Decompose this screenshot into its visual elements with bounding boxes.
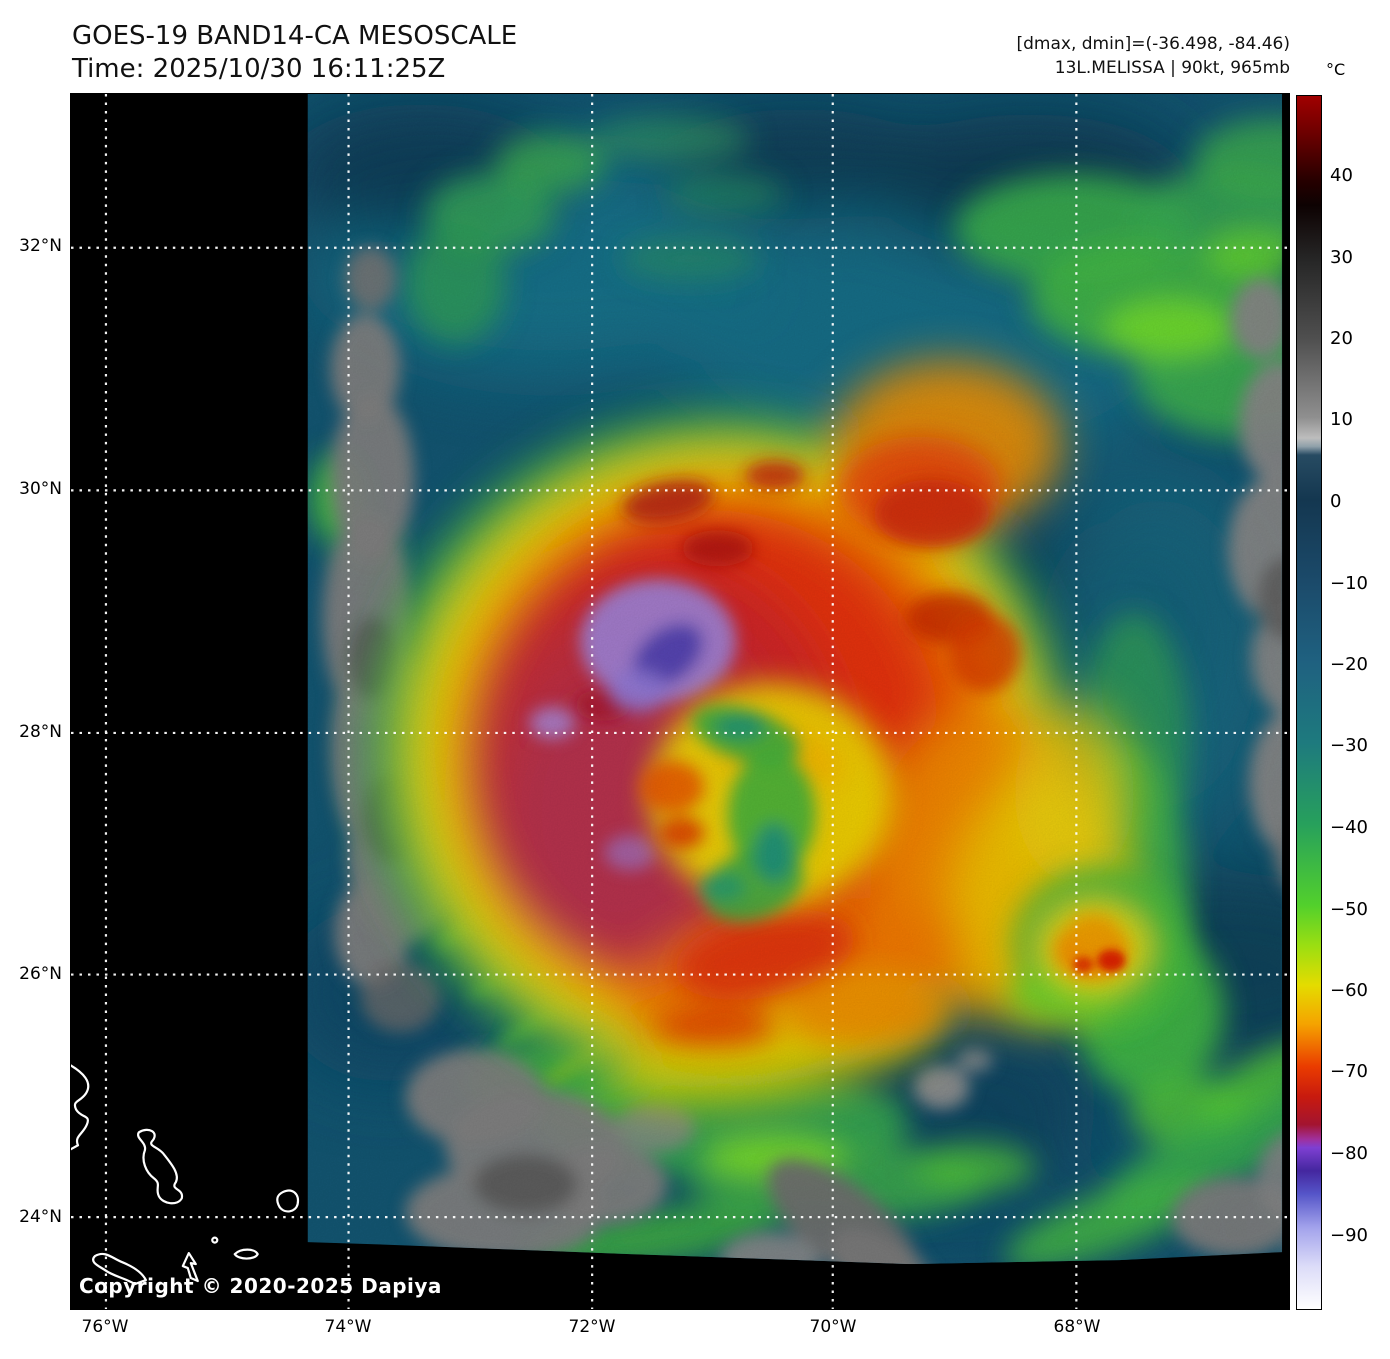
colorbar-tick: −80 [1330,1143,1368,1164]
lat-label-32n: 32°N [19,236,62,256]
colorbar-tick: 10 [1330,409,1353,430]
colorbar-tick: 20 [1330,328,1353,349]
satellite-map: Copyright © 2020-2025 Dapiya [70,93,1290,1310]
range-readout: [dmax, dmin]=(-36.498, -84.46) [1016,34,1291,54]
lat-label-30n: 30°N [19,479,62,499]
colorbar-gradient [1296,95,1322,1310]
lat-label-26n: 26°N [19,964,62,984]
lon-label-76w: 76°W [81,1317,129,1337]
colorbar-tick: 0 [1330,491,1342,512]
time-label: Time: 2025/10/30 16:11:25Z [72,54,446,84]
lon-label-70w: 70°W [809,1317,857,1337]
colorbar-tick: −40 [1330,817,1368,838]
colorbar-unit-label: °C [1326,60,1346,79]
copyright-notice: Copyright © 2020-2025 Dapiya [79,1274,442,1298]
colorbar-tick: 30 [1330,247,1353,268]
lon-label-72w: 72°W [568,1317,616,1337]
colorbar-tick: −20 [1330,654,1368,675]
colorbar-tick: −30 [1330,735,1368,756]
data-swath [307,94,1283,1265]
colorbar-tick: −10 [1330,573,1368,594]
colorbar-tick: −70 [1330,1061,1368,1082]
lat-label-28n: 28°N [19,722,62,742]
colorbar-tick: −60 [1330,980,1368,1001]
page-title: GOES-19 BAND14-CA MESOSCALE [72,21,518,51]
lon-label-74w: 74°W [324,1317,372,1337]
colorbar-tick: −90 [1330,1225,1368,1246]
colorbar-tick: 40 [1330,165,1353,186]
lon-label-68w: 68°W [1053,1317,1101,1337]
satellite-image [71,94,1289,1309]
colorbar-tick: −50 [1330,899,1368,920]
coastlines [71,1064,300,1286]
lat-label-24n: 24°N [19,1207,62,1227]
storm-readout: 13L.MELISSA | 90kt, 965mb [1054,58,1290,78]
